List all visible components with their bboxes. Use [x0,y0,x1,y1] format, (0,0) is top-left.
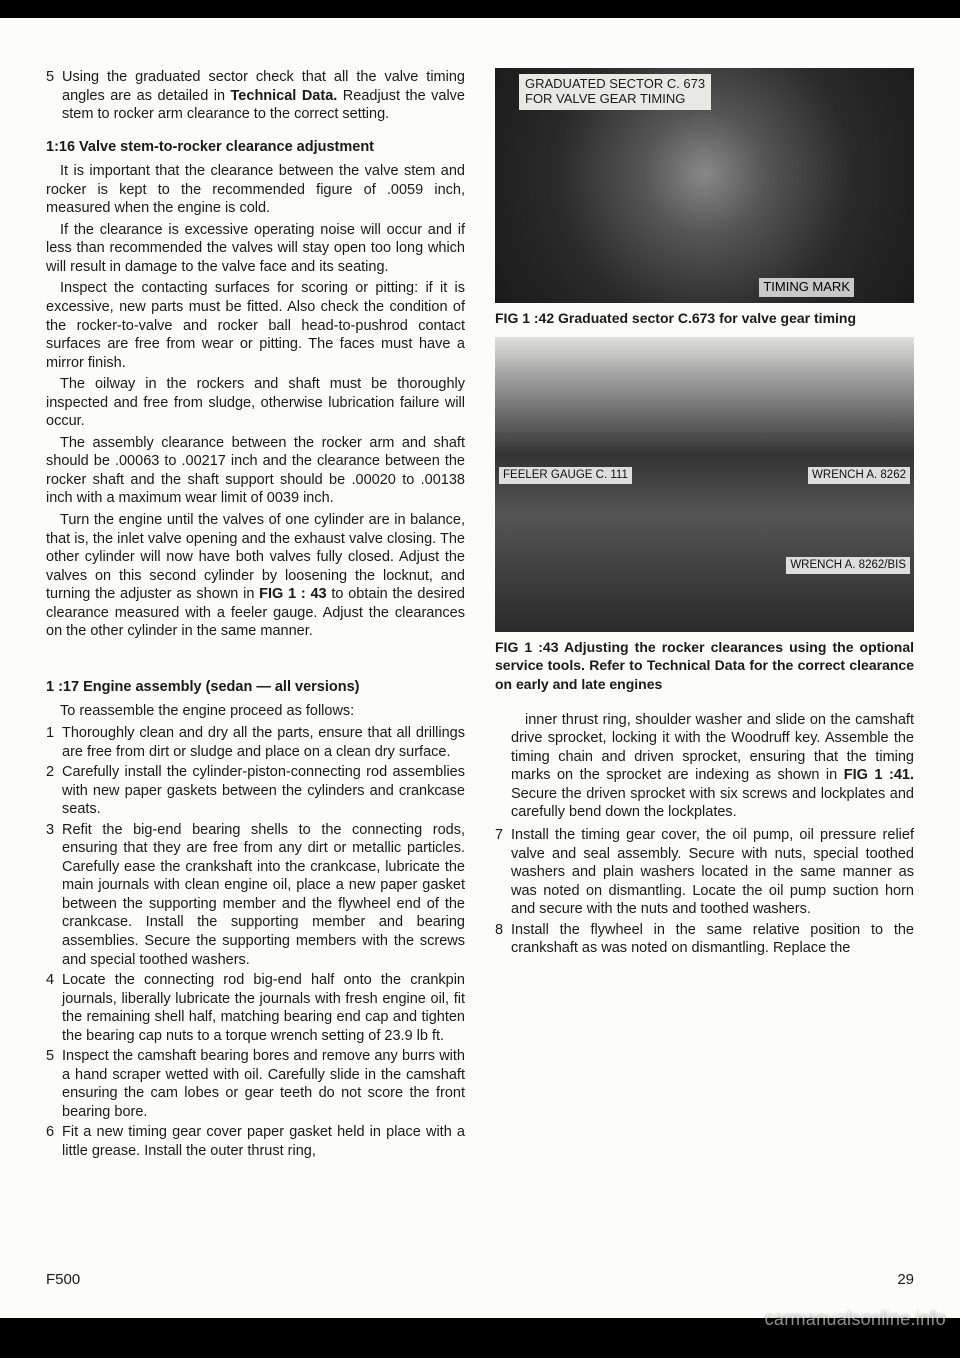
spacer [46,644,465,664]
list-number: 4 [46,971,62,1045]
list-number: 3 [46,821,62,969]
list-number: 2 [46,763,62,819]
tool-label-feeler: FEELER GAUGE C. 111 [499,467,632,484]
paragraph: If the clearance is excessive operating … [46,221,465,277]
list-text: Install the flywheel in the same relativ… [511,921,914,958]
list-text: Carefully install the cylinder-piston-co… [62,763,465,819]
list-item: 1 Thoroughly clean and dry all the parts… [46,724,465,761]
section-heading-117: 1 :17 Engine assembly (sedan — all versi… [46,678,465,697]
section-heading-116: 1:16 Valve stem-to-rocker clearance adju… [46,138,465,157]
list-item: 7 Install the timing gear cover, the oil… [495,826,914,919]
label-line: FOR VALVE GEAR TIMING [525,92,705,107]
figure-caption: FIG 1 :43 Adjusting the rocker clearance… [495,638,914,693]
list-number: 1 [46,724,62,761]
list-text: Thoroughly clean and dry all the parts, … [62,724,465,761]
figure-1-42: GRADUATED SECTOR C. 673 FOR VALVE GEAR T… [495,68,914,303]
bold-text: Technical Data. [231,88,338,104]
bold-text: FIG 1 :41. [844,767,914,783]
photo-placeholder [495,337,914,632]
continuation-paragraph: inner thrust ring, shoulder washer and s… [495,711,914,822]
text-part: Secure the driven sprocket with six scre… [511,786,914,821]
list-item: 5 Inspect the camshaft bearing bores and… [46,1047,465,1121]
list-item: 6 Fit a new timing gear cover paper gask… [46,1123,465,1160]
columns-container: 5 Using the graduated sector check that … [46,68,914,1231]
list-text: Locate the connecting rod big-end half o… [62,971,465,1045]
figure-caption: FIG 1 :42 Graduated sector C.673 for val… [495,309,914,327]
list-number: 5 [46,1047,62,1121]
list-text: Refit the big-end bearing shells to the … [62,821,465,969]
paragraph: The oilway in the rockers and shaft must… [46,375,465,431]
list-number: 8 [495,921,511,958]
list-number: 6 [46,1123,62,1160]
list-text: Fit a new timing gear cover paper gasket… [62,1123,465,1160]
label-line: GRADUATED SECTOR C. 673 [525,77,705,92]
timing-mark-label: TIMING MARK [759,278,854,297]
watermark: carmanualsonline.info [765,1309,946,1330]
bold-text: FIG 1 : 43 [259,586,326,602]
paragraph: The assembly clearance between the rocke… [46,434,465,508]
list-number: 7 [495,826,511,919]
figure-1-43: FEELER GAUGE C. 111 WRENCH A. 8262 WRENC… [495,337,914,632]
paragraph: Turn the engine until the valves of one … [46,511,465,641]
figure-label: GRADUATED SECTOR C. 673 FOR VALVE GEAR T… [519,74,711,110]
page-footer: F500 29 [46,1231,914,1288]
tool-label-wrench: WRENCH A. 8262 [808,467,910,484]
left-column: 5 Using the graduated sector check that … [46,68,465,1231]
tool-label-wrench-bis: WRENCH A. 8262/BIS [786,557,910,574]
list-item: 4 Locate the connecting rod big-end half… [46,971,465,1045]
paragraph: Inspect the contacting surfaces for scor… [46,279,465,372]
list-text: Inspect the camshaft bearing bores and r… [62,1047,465,1121]
list-text: Using the graduated sector check that al… [62,68,465,124]
footer-left: F500 [46,1271,80,1288]
list-item: 3 Refit the big-end bearing shells to th… [46,821,465,969]
right-column: GRADUATED SECTOR C. 673 FOR VALVE GEAR T… [495,68,914,1231]
intro-paragraph: To reassemble the engine proceed as foll… [46,702,465,721]
footer-page-number: 29 [897,1271,914,1288]
list-item: 8 Install the flywheel in the same relat… [495,921,914,958]
list-item-5: 5 Using the graduated sector check that … [46,68,465,124]
paragraph: It is important that the clearance betwe… [46,162,465,218]
list-item: 2 Carefully install the cylinder-piston-… [46,763,465,819]
page: 5 Using the graduated sector check that … [0,18,960,1318]
list-text: Install the timing gear cover, the oil p… [511,826,914,919]
list-number: 5 [46,68,62,124]
